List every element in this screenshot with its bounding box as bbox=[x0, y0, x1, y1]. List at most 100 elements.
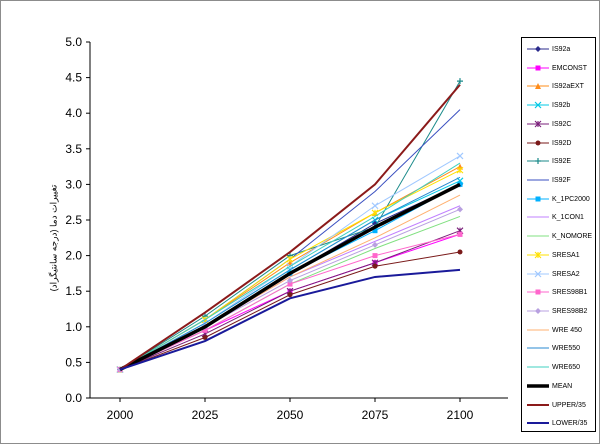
legend-item: K_1CON1 bbox=[522, 208, 597, 228]
legend-label: IS92F bbox=[552, 177, 571, 184]
data-point bbox=[457, 231, 463, 237]
data-point bbox=[287, 277, 293, 284]
y-tick-label: 2.5 bbox=[65, 213, 82, 227]
legend-swatch bbox=[527, 83, 549, 90]
legend-label: IS92C bbox=[552, 120, 572, 128]
y-tick-label: 1.0 bbox=[65, 320, 82, 334]
legend-swatch bbox=[527, 101, 549, 109]
data-point bbox=[372, 241, 378, 248]
series-wre550 bbox=[119, 176, 461, 370]
legend-item: LOWER/35 bbox=[522, 414, 597, 434]
legend-item: SRESA2 bbox=[522, 265, 597, 285]
y-tick-label: 1.5 bbox=[65, 284, 82, 298]
series-line bbox=[119, 84, 461, 371]
legend-label: IS92E bbox=[552, 158, 572, 166]
data-point bbox=[372, 263, 378, 269]
legend-swatch bbox=[527, 403, 549, 406]
legend-label: SRES98B1 bbox=[552, 289, 588, 297]
legend-swatch bbox=[527, 196, 549, 202]
series-line bbox=[119, 109, 461, 370]
series-line bbox=[119, 182, 461, 372]
data-point bbox=[535, 83, 541, 90]
legend-swatch bbox=[527, 65, 549, 71]
legend-label: WRE650 bbox=[552, 364, 581, 372]
legend-item: WRE550 bbox=[522, 339, 597, 359]
legend-swatch bbox=[527, 251, 549, 259]
series-line bbox=[119, 162, 461, 370]
data-point bbox=[287, 281, 293, 287]
y-tick-label: 2.0 bbox=[65, 249, 82, 263]
y-tick-label: 4.0 bbox=[65, 106, 82, 120]
legend: IS92a EMCONST IS92aEXT IS92b IS92C IS92D IS92E… bbox=[521, 37, 596, 432]
legend-swatch bbox=[527, 308, 549, 314]
legend-label: MEAN bbox=[552, 382, 573, 390]
legend-label: IS92aEXT bbox=[552, 83, 584, 91]
legend-swatch bbox=[527, 347, 549, 349]
data-point bbox=[202, 327, 208, 333]
y-axis-label-text: تغييرات دما (درجه سانتيگراد) bbox=[48, 184, 59, 292]
legend-swatch bbox=[527, 158, 549, 165]
data-point bbox=[456, 166, 464, 174]
legend-label: IS92b bbox=[552, 102, 571, 110]
legend-label: IS92a bbox=[552, 46, 571, 53]
legend-item: IS92a bbox=[522, 40, 597, 60]
legend-item: IS92b bbox=[522, 96, 597, 116]
legend-label: EMCONST bbox=[552, 64, 587, 72]
y-tick-label: 3.5 bbox=[65, 142, 82, 156]
legend-swatch bbox=[527, 235, 549, 237]
x-tick-label: 2075 bbox=[362, 408, 389, 422]
legend-item: MEAN bbox=[522, 377, 597, 397]
data-point bbox=[287, 292, 293, 298]
y-tick-label: 5.0 bbox=[65, 35, 82, 49]
legend-item: SRES98B2 bbox=[522, 302, 597, 322]
legend-item: UPPER/35 bbox=[522, 396, 597, 416]
legend-label: SRESA1 bbox=[552, 251, 580, 259]
data-point bbox=[372, 253, 378, 259]
y-tick-label: 0.0 bbox=[65, 391, 82, 405]
legend-swatch bbox=[527, 422, 549, 425]
series-wre650 bbox=[119, 162, 461, 370]
legend-swatch bbox=[527, 216, 549, 218]
legend-label: WRE 450 bbox=[552, 326, 582, 334]
legend-label: WRE550 bbox=[552, 345, 581, 353]
data-point bbox=[457, 78, 463, 85]
series-line bbox=[119, 80, 461, 370]
data-point bbox=[535, 65, 541, 71]
data-point bbox=[534, 251, 542, 259]
data-point bbox=[534, 270, 542, 277]
data-point bbox=[535, 289, 541, 295]
legend-item: K_1PC2000 bbox=[522, 190, 597, 210]
legend-item: IS92F bbox=[522, 171, 597, 191]
legend-item: SRES98B1 bbox=[522, 283, 597, 303]
legend-label: LOWER/35 bbox=[552, 420, 588, 428]
legend-label: IS92D bbox=[552, 139, 572, 147]
legend-item: IS92C bbox=[522, 115, 597, 135]
x-tick-label: 2025 bbox=[192, 408, 219, 422]
y-tick-label: 4.5 bbox=[65, 71, 82, 85]
legend-swatch bbox=[527, 270, 549, 277]
series-is92f bbox=[119, 109, 461, 370]
data-point bbox=[535, 46, 541, 52]
legend-swatch bbox=[527, 46, 549, 52]
y-tick-label: 0.5 bbox=[65, 355, 82, 369]
x-tick-label: 2050 bbox=[277, 408, 304, 422]
legend-swatch bbox=[527, 120, 549, 128]
series-lower-35 bbox=[119, 268, 461, 371]
data-point bbox=[457, 249, 463, 255]
legend-item: SRESA1 bbox=[522, 246, 597, 266]
data-point bbox=[457, 206, 463, 213]
data-point bbox=[535, 196, 541, 202]
data-point bbox=[371, 202, 379, 210]
legend-swatch bbox=[527, 384, 549, 388]
legend-swatch bbox=[527, 179, 549, 181]
legend-label: K_1CON1 bbox=[552, 214, 584, 222]
x-tick-label: 2000 bbox=[107, 408, 134, 422]
data-point bbox=[456, 152, 464, 160]
legend-item: K_NOMORE bbox=[522, 227, 597, 247]
series-line bbox=[119, 176, 461, 370]
legend-item: WRE 450 bbox=[522, 321, 597, 341]
data-point bbox=[202, 334, 208, 340]
legend-label: K_1PC2000 bbox=[552, 195, 590, 203]
legend-item: IS92D bbox=[522, 134, 597, 154]
